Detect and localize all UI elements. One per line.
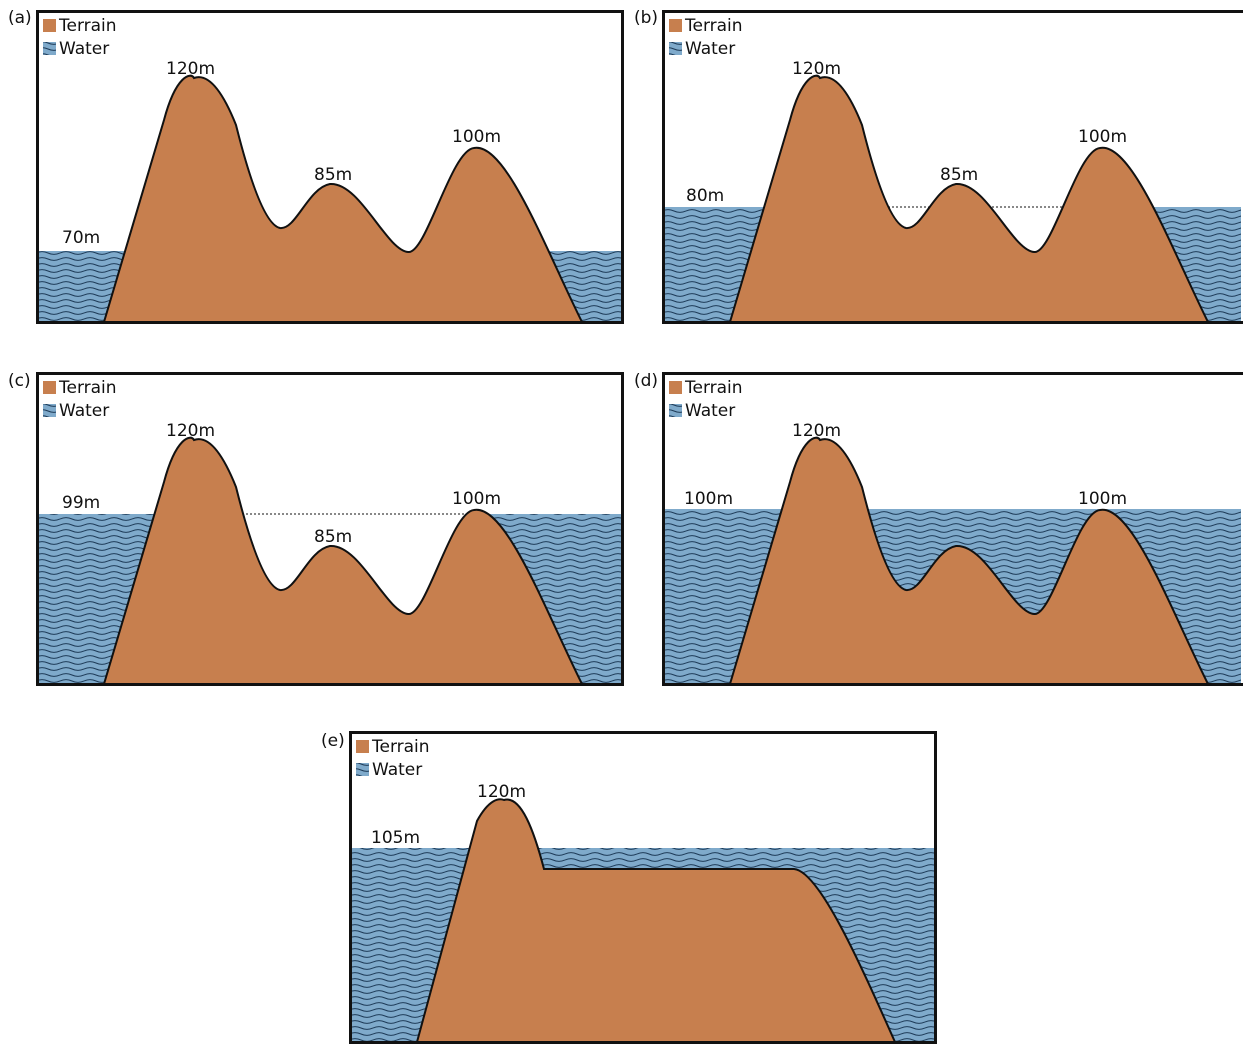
water-level-label: 100m (684, 489, 733, 509)
terrain-swatch (43, 19, 56, 32)
legend-terrain-label: Terrain (58, 378, 117, 398)
terrain-swatch (669, 19, 682, 32)
peak-label-3: 100m (1078, 127, 1127, 147)
peak-label-1: 120m (166, 59, 215, 79)
terrain-silhouette (415, 798, 897, 1043)
legend-terrain-label: Terrain (371, 737, 430, 757)
water-level-label: 99m (62, 493, 100, 513)
legend-water-label: Water (59, 39, 109, 59)
water-swatch (43, 42, 56, 55)
panel-frame (349, 731, 937, 1044)
panel-frame (662, 10, 1243, 324)
panel-frame (36, 10, 624, 324)
peak-label-1: 120m (792, 59, 841, 79)
terrain-silhouette (728, 436, 1210, 685)
panel-label-a: (a) (8, 8, 32, 28)
legend-terrain-label: Terrain (684, 378, 743, 398)
peak-label-1: 120m (477, 782, 526, 802)
peak-label-1: 120m (166, 421, 215, 441)
legend: Terrain Water (669, 16, 743, 59)
peak-label-2: 85m (314, 527, 352, 547)
peak-label-1: 120m (792, 421, 841, 441)
water-level-label: 105m (371, 828, 420, 848)
peak-label-3: 100m (1078, 489, 1127, 509)
terrain-silhouette (728, 74, 1210, 323)
water-level-label: 70m (62, 228, 100, 248)
legend-water-label: Water (685, 39, 735, 59)
water-swatch (356, 763, 369, 776)
panel-label-c: (c) (8, 371, 31, 391)
water-swatch (669, 42, 682, 55)
legend-water-label: Water (372, 760, 422, 780)
panel-label-e: (e) (321, 731, 345, 751)
legend: Terrain Water (43, 16, 117, 59)
panel-frame (662, 372, 1243, 686)
terrain-swatch (356, 740, 369, 753)
panel-b: Terrain Water 80m 120m 85m 100m (662, 10, 1243, 324)
legend-terrain-label: Terrain (684, 16, 743, 36)
legend-terrain-label: Terrain (58, 16, 117, 36)
panel-a: Terrain Water 70m 120m 85m 100m (36, 10, 624, 324)
legend-water-label: Water (59, 401, 109, 421)
panel-label-b: (b) (634, 8, 659, 28)
panel-label-d: (d) (634, 371, 659, 391)
water-swatch (43, 404, 56, 417)
panel-d: Terrain Water 100m 120m 100m (662, 372, 1243, 686)
terrain-silhouette (102, 436, 584, 685)
terrain-swatch (669, 381, 682, 394)
panel-c: Terrain Water 99m 120m 85m 100m (36, 372, 624, 686)
panel-e: Terrain Water 105m 120m (349, 731, 937, 1044)
legend: Terrain Water (356, 737, 430, 780)
peak-label-3: 100m (452, 489, 501, 509)
terrain-swatch (43, 381, 56, 394)
peak-label-2: 85m (314, 165, 352, 185)
water-level-label: 80m (686, 186, 724, 206)
terrain-silhouette (102, 74, 584, 323)
peak-label-3: 100m (452, 127, 501, 147)
peak-label-2: 85m (940, 165, 978, 185)
legend: Terrain Water (43, 378, 117, 421)
panel-frame (36, 372, 624, 686)
legend-water-label: Water (685, 401, 735, 421)
legend: Terrain Water (669, 378, 743, 421)
water-swatch (669, 404, 682, 417)
